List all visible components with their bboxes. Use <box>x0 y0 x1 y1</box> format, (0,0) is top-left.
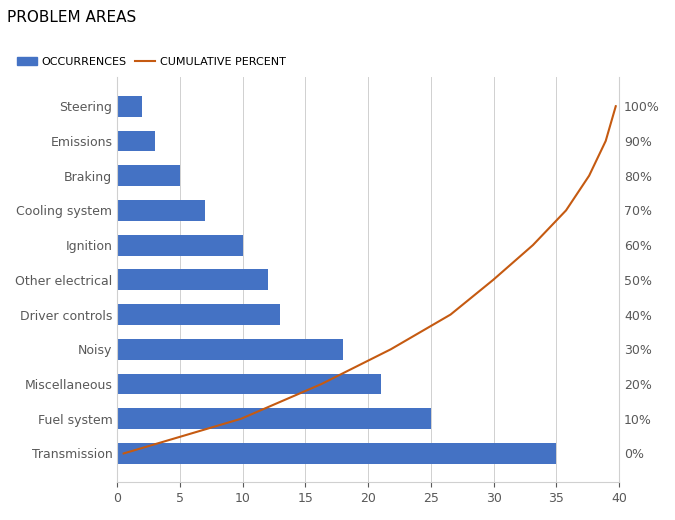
Bar <box>117 131 155 151</box>
Bar <box>117 408 431 429</box>
Bar <box>117 373 381 395</box>
Bar <box>117 200 205 221</box>
Bar <box>117 339 343 360</box>
Bar <box>117 96 142 116</box>
Bar <box>117 165 180 186</box>
Bar <box>117 304 280 325</box>
Bar <box>117 443 556 464</box>
Legend: OCCURRENCES, CUMULATIVE PERCENT: OCCURRENCES, CUMULATIVE PERCENT <box>12 53 290 71</box>
Bar <box>117 235 242 255</box>
Text: PROBLEM AREAS: PROBLEM AREAS <box>7 10 136 25</box>
Bar <box>117 269 268 290</box>
